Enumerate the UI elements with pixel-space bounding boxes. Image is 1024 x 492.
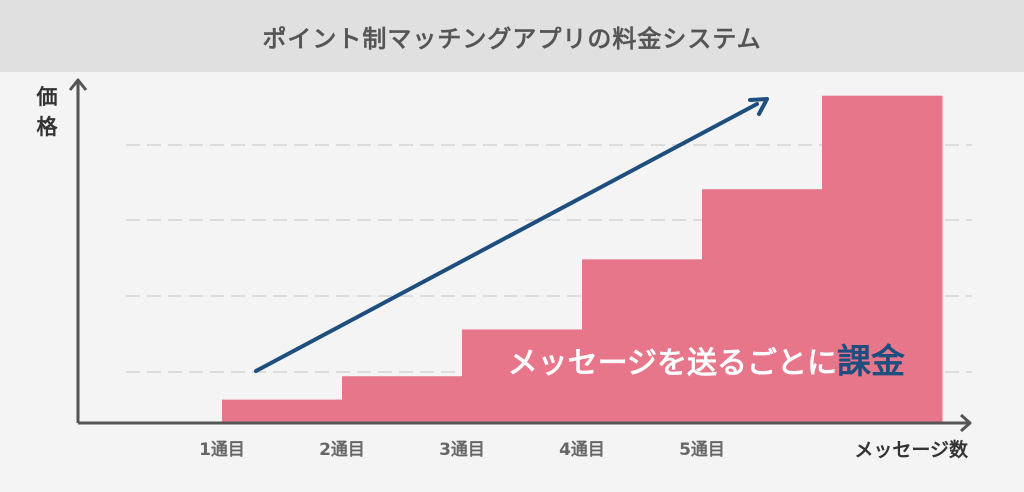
- bars: [222, 95, 943, 424]
- bar: [222, 399, 343, 423]
- annotation: メッセージを送るごとに課金: [508, 342, 906, 382]
- annotation-highlight-text: 課金: [837, 342, 906, 382]
- x-tick-label: 5通目: [679, 440, 725, 460]
- y-axis-label-part-1: 価: [36, 85, 58, 109]
- bar: [342, 376, 463, 423]
- x-tick-labels: 1通目 2通目 3通目 4通目 5通目: [199, 440, 725, 460]
- bar: [822, 95, 943, 424]
- x-axis-arrowhead: [960, 413, 972, 433]
- bar: [582, 259, 703, 423]
- trend-arrow-line: [254, 102, 759, 373]
- axis-labels: 価 格 メッセージ数: [36, 85, 969, 461]
- trend-arrow: [254, 97, 769, 373]
- y-axis-arrowhead: [68, 78, 88, 91]
- bar: [462, 329, 583, 423]
- bar: [702, 189, 823, 423]
- x-tick-label: 4通目: [559, 440, 605, 460]
- annotation-text: メッセージを送るごとに課金: [508, 342, 906, 382]
- title-bar: ポイント制マッチングアプリの料金システム: [0, 0, 1024, 72]
- chart-title: ポイント制マッチングアプリの料金システム: [262, 24, 762, 53]
- x-tick-label: 1通目: [199, 440, 245, 460]
- annotation-main-text: メッセージを送るごとに: [508, 346, 837, 381]
- y-axis-label-part-2: 格: [37, 115, 59, 139]
- x-tick-label: 2通目: [319, 440, 365, 460]
- x-tick-label: 3通目: [439, 440, 485, 460]
- trend-arrow-head: [748, 97, 769, 116]
- axes: [68, 78, 972, 433]
- x-axis-label: メッセージ数: [854, 438, 969, 461]
